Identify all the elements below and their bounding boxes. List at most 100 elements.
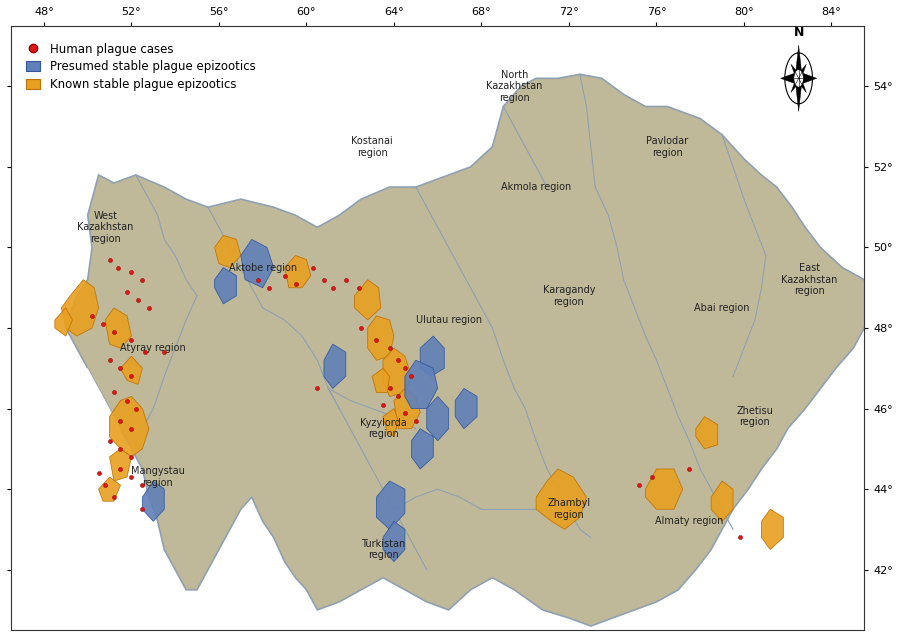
Text: N: N <box>794 26 804 39</box>
Point <box>129 403 143 413</box>
Text: Aktobe region: Aktobe region <box>229 262 297 273</box>
Text: Zhambyl
region: Zhambyl region <box>547 498 590 520</box>
Polygon shape <box>110 396 148 457</box>
Point <box>354 323 368 333</box>
Point <box>317 275 331 285</box>
Polygon shape <box>645 469 683 509</box>
Point <box>124 472 139 482</box>
Point <box>85 311 99 321</box>
Polygon shape <box>795 78 802 111</box>
Point <box>103 355 117 366</box>
Point <box>306 262 320 273</box>
Point <box>124 335 139 345</box>
Text: Almaty region: Almaty region <box>655 517 724 526</box>
Polygon shape <box>536 469 587 529</box>
Polygon shape <box>214 268 237 304</box>
Polygon shape <box>394 389 420 429</box>
Polygon shape <box>214 236 241 268</box>
Point <box>141 303 156 313</box>
Point <box>113 363 128 373</box>
Polygon shape <box>99 477 121 501</box>
Polygon shape <box>791 76 800 92</box>
Point <box>103 436 117 446</box>
Point <box>326 283 340 293</box>
Text: West
Kazakhstan
region: West Kazakhstan region <box>77 211 133 244</box>
Point <box>95 319 110 329</box>
Point <box>103 254 117 264</box>
Point <box>135 275 149 285</box>
Point <box>310 383 325 394</box>
Text: Ulutau region: Ulutau region <box>416 315 482 325</box>
Point <box>733 533 747 543</box>
Polygon shape <box>427 396 448 441</box>
Point <box>376 399 391 410</box>
Point <box>632 480 646 490</box>
Point <box>251 275 266 285</box>
Polygon shape <box>411 429 433 469</box>
Text: Akmola region: Akmola region <box>501 182 572 192</box>
Text: Pavlodar
region: Pavlodar region <box>646 136 688 157</box>
Point <box>409 415 423 426</box>
Point <box>124 371 139 382</box>
Polygon shape <box>66 368 121 529</box>
Polygon shape <box>372 368 390 392</box>
Point <box>107 492 122 502</box>
Point <box>92 468 106 478</box>
Point <box>124 424 139 434</box>
Point <box>392 391 406 401</box>
Point <box>113 444 128 454</box>
Polygon shape <box>791 64 800 81</box>
Text: North
Kazakhstan
region: North Kazakhstan region <box>486 70 543 103</box>
Polygon shape <box>797 64 806 81</box>
Point <box>120 396 134 406</box>
Polygon shape <box>711 481 733 521</box>
Point <box>107 327 122 337</box>
Point <box>107 387 122 397</box>
Polygon shape <box>376 481 405 529</box>
Point <box>135 504 149 514</box>
Point <box>398 363 412 373</box>
Polygon shape <box>798 72 816 85</box>
Polygon shape <box>355 280 381 320</box>
Polygon shape <box>55 308 72 336</box>
Text: Kyzylorda
region: Kyzylorda region <box>360 418 407 440</box>
Text: Karagandy
region: Karagandy region <box>543 285 595 306</box>
Polygon shape <box>797 76 806 92</box>
Point <box>262 283 276 293</box>
Point <box>157 347 171 357</box>
Polygon shape <box>383 521 405 562</box>
Text: Abai region: Abai region <box>694 303 750 313</box>
Point <box>369 335 383 345</box>
Polygon shape <box>61 280 99 336</box>
Polygon shape <box>405 361 437 408</box>
Polygon shape <box>696 417 717 449</box>
Point <box>98 480 112 490</box>
Polygon shape <box>66 75 871 626</box>
Point <box>352 283 366 293</box>
Point <box>645 472 660 482</box>
Polygon shape <box>761 509 783 550</box>
Point <box>682 464 697 474</box>
Point <box>130 295 145 305</box>
Polygon shape <box>110 449 131 481</box>
Point <box>277 271 292 281</box>
Text: Kostanai
region: Kostanai region <box>351 136 393 157</box>
Point <box>138 347 152 357</box>
Point <box>404 371 419 382</box>
Text: Atyraу region: Atyraу region <box>121 343 186 353</box>
Polygon shape <box>383 408 399 437</box>
Polygon shape <box>241 240 274 288</box>
Point <box>120 287 134 297</box>
Polygon shape <box>383 348 411 396</box>
Polygon shape <box>142 481 164 521</box>
Polygon shape <box>420 336 445 376</box>
Text: Zhetisu
region: Zhetisu region <box>736 406 773 427</box>
Polygon shape <box>324 344 346 389</box>
Text: East
Kazakhstan
region: East Kazakhstan region <box>781 263 838 296</box>
Polygon shape <box>368 316 394 361</box>
Point <box>135 480 149 490</box>
Point <box>113 415 128 426</box>
Polygon shape <box>105 308 131 348</box>
Point <box>398 408 412 418</box>
Polygon shape <box>780 72 798 85</box>
